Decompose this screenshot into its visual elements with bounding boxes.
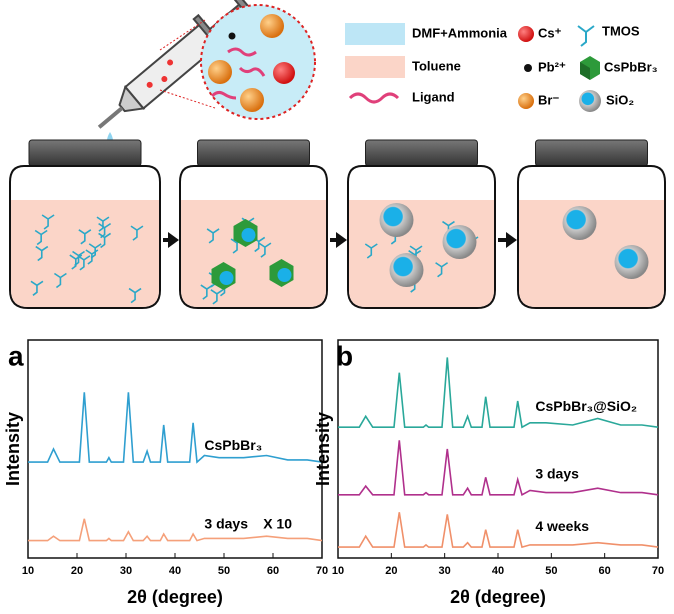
x-tick-label: 30 <box>120 565 132 577</box>
legend-label: Br⁻ <box>538 92 559 107</box>
tmos <box>41 214 55 230</box>
xrd-line <box>338 512 659 549</box>
tmos <box>30 280 44 296</box>
x-axis-label: 2θ (degree) <box>450 587 546 607</box>
legend-ligand <box>348 92 400 104</box>
legend-label: Cs⁺ <box>538 25 562 40</box>
x-tick-label: 50 <box>545 565 557 577</box>
legend-swatch <box>345 23 405 45</box>
tmos <box>258 242 272 258</box>
series-label: 3 days <box>535 465 579 481</box>
xrd-line <box>338 357 659 429</box>
jar-lid <box>365 139 478 167</box>
panel-label: b <box>336 340 353 371</box>
arrow-head <box>506 232 517 248</box>
x-tick-label: 70 <box>652 565 664 577</box>
y-axis-label: Intensity <box>3 412 23 486</box>
tmos <box>98 232 112 249</box>
xrd-line <box>338 440 659 496</box>
tmos <box>34 229 48 246</box>
zoom-circle <box>200 4 316 120</box>
tmos <box>35 245 49 262</box>
legend-br <box>518 93 534 109</box>
zoom-line <box>159 19 206 51</box>
tmos <box>78 229 92 245</box>
silica-sphere <box>442 225 477 259</box>
series-label: CsPbBr₃ <box>204 437 262 453</box>
tmos <box>200 284 214 300</box>
silica-sphere <box>614 245 649 279</box>
xrd-line <box>28 392 323 464</box>
tmos <box>210 289 224 305</box>
xrd-line <box>28 518 323 542</box>
tmos <box>53 272 67 289</box>
tmos <box>130 225 144 241</box>
x-tick-label: 40 <box>169 565 181 577</box>
x-tick-label: 20 <box>385 565 397 577</box>
silica-sphere <box>562 206 597 240</box>
x-tick-label: 10 <box>22 565 34 577</box>
tmos <box>206 228 220 244</box>
tmos <box>85 249 99 265</box>
tmos <box>96 216 110 232</box>
jar-liquid <box>519 200 664 307</box>
arrow-head <box>168 232 179 248</box>
legend-label: DMF+Ammonia <box>412 25 508 40</box>
legend-sio2 <box>579 90 601 112</box>
jar-lid <box>197 139 310 167</box>
series-label: 4 weeks <box>535 518 589 534</box>
legend-label: Toluene <box>412 58 461 73</box>
series-label: CsPbBr₃@SiO₂ <box>535 398 637 414</box>
zoom-line <box>159 89 216 109</box>
legend-label: Ligand <box>412 89 455 104</box>
tmos <box>364 243 378 259</box>
legend-pb <box>524 64 532 72</box>
silica-sphere <box>389 253 424 287</box>
y-axis-label: Intensity <box>313 412 333 486</box>
x-tick-label: 40 <box>492 565 504 577</box>
x-tick-label: 60 <box>267 565 279 577</box>
jar-lid <box>28 139 142 167</box>
legend-label: SiO₂ <box>606 92 634 107</box>
x-tick-label: 10 <box>332 565 344 577</box>
legend-label: TMOS <box>602 23 640 38</box>
x-tick-label: 60 <box>599 565 611 577</box>
annotation: X 10 <box>263 515 292 531</box>
jar-lid <box>535 139 648 167</box>
x-tick-label: 20 <box>71 565 83 577</box>
x-axis-label: 2θ (degree) <box>127 587 223 607</box>
sphere <box>219 271 234 285</box>
panel-label: a <box>8 340 24 371</box>
sphere <box>241 228 256 242</box>
arrow-head <box>336 232 347 248</box>
sphere <box>277 268 292 282</box>
plot-frame <box>337 339 659 559</box>
jar-liquid <box>181 200 326 307</box>
x-tick-label: 50 <box>218 565 230 577</box>
silica-sphere <box>379 203 414 237</box>
series-label: 3 days <box>204 515 248 531</box>
legend-label: CsPbBr₃ <box>604 59 658 74</box>
tmos <box>435 262 449 278</box>
x-tick-label: 70 <box>316 565 328 577</box>
legend-tmos <box>577 25 595 47</box>
legend-cube <box>580 56 600 80</box>
legend-label: Pb²⁺ <box>538 59 566 74</box>
tmos <box>69 254 83 270</box>
tmos <box>128 287 142 304</box>
x-tick-label: 30 <box>439 565 451 577</box>
legend-swatch <box>345 56 405 78</box>
legend-cs <box>518 26 534 42</box>
